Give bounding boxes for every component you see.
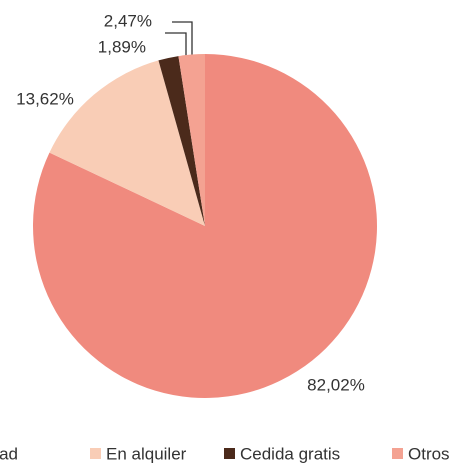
legend-label: En alquiler bbox=[106, 444, 187, 463]
data-label: 1,89% bbox=[98, 37, 146, 56]
pie-slice bbox=[158, 56, 205, 227]
data-label: 13,62% bbox=[16, 89, 74, 108]
data-label: 2,47% bbox=[104, 11, 152, 30]
legend-swatch bbox=[90, 448, 101, 459]
legend-label: En propiedad bbox=[0, 444, 18, 463]
leader-line bbox=[172, 21, 193, 56]
legend-swatch bbox=[224, 448, 235, 459]
legend-label: Otros bbox=[408, 444, 450, 463]
leader-line bbox=[165, 32, 187, 58]
legend-swatch bbox=[392, 448, 403, 459]
pie-slice bbox=[178, 54, 205, 226]
legend-label: Cedida gratis bbox=[240, 444, 340, 463]
pie-slice bbox=[49, 60, 205, 226]
data-label: 82,02% bbox=[307, 375, 365, 394]
